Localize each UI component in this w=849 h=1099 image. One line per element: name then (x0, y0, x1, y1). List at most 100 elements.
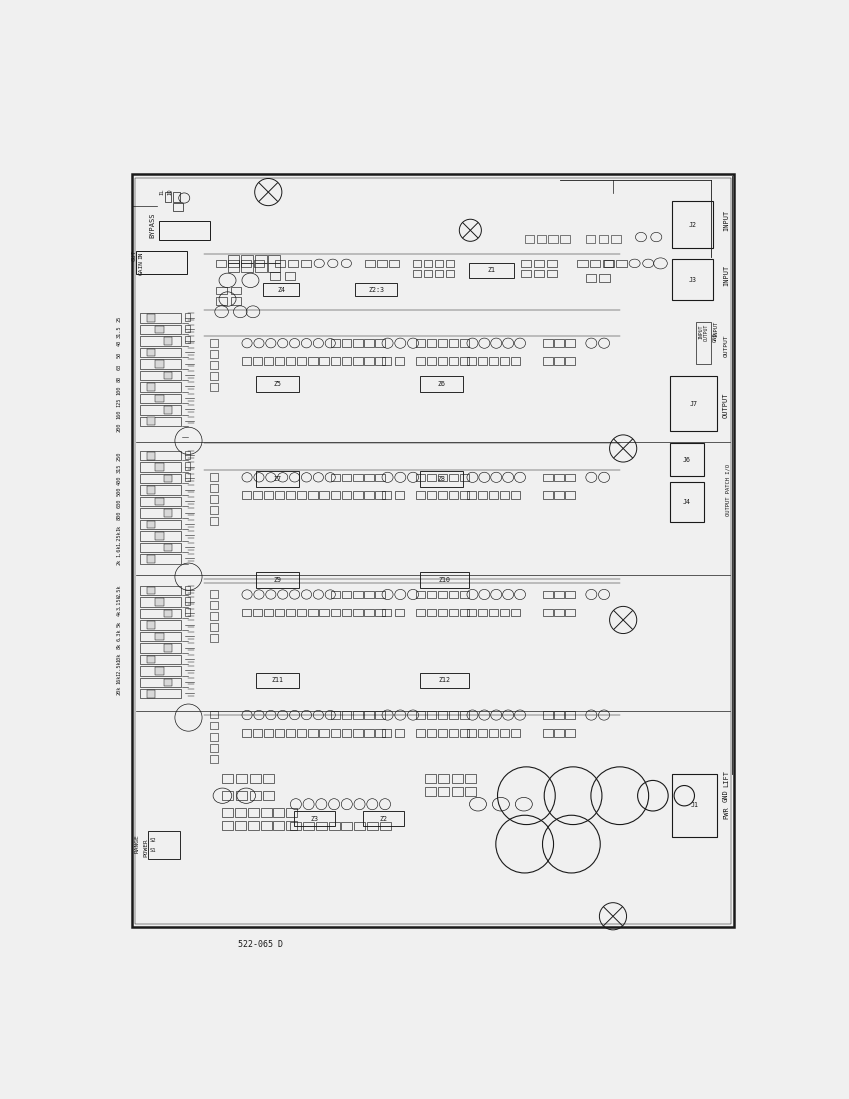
Text: Z3: Z3 (310, 815, 318, 822)
Bar (342, 474, 351, 481)
Bar (511, 491, 520, 499)
Bar (341, 822, 352, 830)
Bar (140, 313, 181, 323)
Bar (159, 221, 210, 240)
Bar (511, 729, 520, 736)
Bar (382, 357, 391, 365)
Bar (147, 418, 155, 425)
Bar (353, 491, 363, 499)
Bar (185, 586, 190, 593)
Bar (438, 787, 449, 796)
Bar (416, 357, 425, 365)
Bar (416, 711, 425, 719)
Bar (500, 357, 509, 365)
Bar (543, 609, 553, 617)
Bar (275, 609, 284, 617)
Bar (263, 775, 274, 782)
Bar (446, 260, 454, 267)
Bar (521, 269, 531, 277)
Bar (264, 357, 273, 365)
Bar (288, 259, 298, 267)
Text: Z4: Z4 (277, 287, 285, 292)
Text: J1: J1 (690, 802, 699, 809)
Bar (460, 729, 469, 736)
Bar (286, 729, 295, 736)
Bar (478, 609, 487, 617)
Text: Z8: Z8 (437, 476, 446, 482)
Bar (140, 554, 181, 564)
Bar (364, 340, 374, 347)
Bar (155, 464, 164, 471)
Bar (185, 608, 190, 615)
Bar (253, 357, 262, 365)
Text: 10k: 10k (116, 653, 121, 662)
Bar (452, 787, 463, 796)
Text: J3: J3 (689, 277, 697, 282)
Bar (460, 609, 469, 617)
Bar (554, 729, 564, 736)
Bar (147, 587, 155, 595)
Bar (460, 357, 469, 365)
Bar (155, 598, 164, 606)
Bar (231, 297, 241, 304)
Text: 40: 40 (116, 340, 121, 346)
Bar (467, 729, 476, 736)
Bar (210, 601, 218, 609)
Bar (420, 573, 469, 588)
Bar (565, 729, 575, 736)
Bar (449, 711, 458, 719)
Bar (616, 259, 627, 267)
Text: 125: 125 (116, 398, 121, 408)
Bar (164, 678, 172, 686)
Bar (489, 357, 498, 365)
Bar (210, 485, 218, 491)
Bar (449, 474, 458, 481)
Bar (342, 609, 351, 617)
Bar (270, 273, 280, 280)
Bar (185, 324, 190, 332)
Bar (427, 590, 436, 598)
Bar (173, 203, 183, 211)
Text: GND: GND (722, 789, 729, 802)
Bar (438, 474, 447, 481)
Bar (248, 821, 259, 830)
Bar (590, 259, 600, 267)
Bar (427, 474, 436, 481)
Bar (210, 473, 218, 480)
Bar (210, 349, 218, 357)
Bar (342, 357, 351, 365)
Bar (264, 491, 273, 499)
Bar (367, 822, 378, 830)
Bar (140, 382, 181, 391)
Bar (285, 273, 295, 280)
Bar (273, 809, 284, 817)
Bar (155, 532, 164, 540)
Bar (222, 809, 233, 817)
Bar (382, 491, 391, 499)
Text: OUT: OUT (132, 249, 137, 260)
Bar (548, 235, 558, 243)
Bar (603, 259, 613, 267)
Text: 800: 800 (116, 511, 121, 520)
Bar (164, 406, 172, 413)
Bar (255, 255, 267, 264)
Bar (375, 729, 385, 736)
Text: 2.5k: 2.5k (116, 585, 121, 598)
Bar (261, 809, 272, 817)
Text: IQ: IQ (166, 189, 171, 196)
Bar (438, 357, 447, 365)
Bar (449, 609, 458, 617)
Bar (460, 340, 469, 347)
Text: OUTPUT: OUTPUT (722, 392, 729, 418)
Bar (670, 376, 717, 432)
Bar (420, 376, 463, 391)
Bar (286, 491, 295, 499)
Bar (672, 259, 713, 300)
Bar (427, 491, 436, 499)
Bar (242, 357, 251, 365)
Text: 3.15k: 3.15k (116, 595, 121, 610)
Bar (460, 711, 469, 719)
Text: 250: 250 (116, 452, 121, 460)
Bar (140, 406, 181, 414)
Bar (140, 609, 181, 619)
